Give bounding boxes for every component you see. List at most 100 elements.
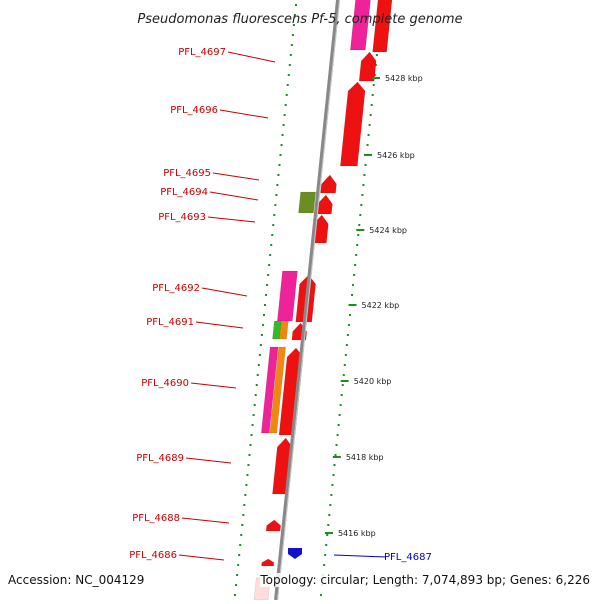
track-dot bbox=[273, 214, 276, 216]
track-dot bbox=[270, 244, 273, 246]
track-dot bbox=[328, 514, 331, 516]
track-dot bbox=[342, 374, 345, 376]
track-dot bbox=[325, 544, 328, 546]
scale-tick-label: 5424 kbp bbox=[369, 226, 407, 235]
gene-label[interactable]: PFL_4686 bbox=[129, 550, 177, 561]
track-dot bbox=[345, 344, 348, 346]
scale-tick-label: 5416 kbp bbox=[338, 529, 376, 538]
gene-label-leader bbox=[207, 216, 256, 223]
gene-arrow-red[interactable] bbox=[358, 51, 377, 82]
gene-block-orange[interactable] bbox=[269, 346, 286, 434]
track-dot bbox=[334, 454, 337, 456]
track-dot bbox=[352, 284, 355, 286]
track-dot bbox=[279, 154, 282, 156]
track-dot bbox=[283, 114, 286, 116]
track-dot bbox=[271, 234, 274, 236]
gene-label-leader bbox=[212, 172, 260, 181]
gene-label[interactable]: PFL_4687 bbox=[384, 552, 432, 563]
gene-label[interactable]: PFL_4693 bbox=[158, 212, 206, 223]
track-dot bbox=[266, 284, 269, 286]
track-dot bbox=[241, 524, 244, 526]
track-dot bbox=[258, 354, 261, 356]
gene-label[interactable]: PFL_4694 bbox=[160, 187, 208, 198]
gene-block-olive[interactable] bbox=[298, 191, 316, 214]
track-dot bbox=[348, 314, 351, 316]
track-dot bbox=[286, 84, 289, 86]
track-dot bbox=[237, 564, 240, 566]
track-dot bbox=[364, 164, 367, 166]
track-dot bbox=[346, 334, 349, 336]
scale-tick-label: 5418 kbp bbox=[346, 453, 384, 462]
track-dot bbox=[293, 14, 296, 16]
topology-stats-text: Topology: circular; Length: 7,074,893 bp… bbox=[260, 573, 590, 587]
gene-label-leader bbox=[201, 287, 248, 297]
track-dot bbox=[333, 464, 336, 466]
scale-ticks: 5428 kbp 5426 kbp 5424 kbp 5422 kbp 5420 kbp… bbox=[324, 74, 423, 538]
gene-label[interactable]: PFL_4691 bbox=[146, 317, 194, 328]
gene-label-leader bbox=[195, 321, 244, 329]
track-dot bbox=[320, 594, 323, 596]
track-dot bbox=[281, 134, 284, 136]
track-dot bbox=[289, 54, 292, 56]
track-dot bbox=[371, 94, 374, 96]
track-dot bbox=[282, 124, 285, 126]
scale-tick-label: 5426 kbp bbox=[377, 151, 415, 160]
track-dot bbox=[323, 564, 326, 566]
track-dot bbox=[287, 74, 290, 76]
gene-block-pink[interactable] bbox=[350, 0, 371, 51]
genome-title: Pseudomonas fluorescens Pf-5, complete g… bbox=[137, 12, 462, 27]
track-dot bbox=[355, 254, 358, 256]
gene-label[interactable]: PFL_4697 bbox=[178, 47, 226, 58]
gene-block-orange[interactable] bbox=[279, 320, 289, 340]
gene-arrow-red[interactable] bbox=[261, 558, 275, 567]
scale-tick-label: 5428 kbp bbox=[385, 74, 423, 83]
track-dot bbox=[276, 184, 279, 186]
gene-label-leader bbox=[190, 382, 237, 389]
track-dot bbox=[291, 34, 294, 36]
track-dot bbox=[254, 394, 257, 396]
track-dot bbox=[240, 534, 243, 536]
track-dot bbox=[235, 584, 238, 586]
track-dot bbox=[275, 194, 278, 196]
gene-label[interactable]: PFL_4692 bbox=[152, 283, 200, 294]
track-dot bbox=[251, 424, 254, 426]
track-dot bbox=[329, 504, 332, 506]
track-dot bbox=[267, 274, 270, 276]
gene-label[interactable]: PFL_4690 bbox=[141, 378, 189, 389]
gene-arrow-red[interactable] bbox=[320, 174, 337, 194]
track-dot bbox=[245, 484, 248, 486]
gene-arrow-blue[interactable] bbox=[288, 548, 302, 559]
track-dot bbox=[238, 554, 241, 556]
gene-label[interactable]: PFL_4695 bbox=[163, 168, 211, 179]
track-dot bbox=[247, 464, 250, 466]
track-dot bbox=[253, 404, 256, 406]
gene-block-pink[interactable] bbox=[277, 270, 298, 322]
track-dot bbox=[248, 454, 251, 456]
track-dot bbox=[343, 364, 346, 366]
gene-block-pink[interactable] bbox=[260, 346, 279, 434]
track-dot bbox=[367, 134, 370, 136]
scale-tick-label: 5420 kbp bbox=[354, 377, 392, 386]
track-dot bbox=[284, 104, 287, 106]
gene-arrow-red[interactable] bbox=[265, 519, 281, 532]
gene-arrow-red[interactable] bbox=[340, 81, 366, 167]
track-dot bbox=[260, 334, 263, 336]
gene-label[interactable]: PFL_4688 bbox=[132, 513, 180, 524]
track-dot bbox=[337, 424, 340, 426]
gene-arrow-red[interactable] bbox=[372, 0, 393, 53]
gene-label[interactable]: PFL_4696 bbox=[170, 105, 218, 116]
track-dot bbox=[361, 194, 364, 196]
track-dot bbox=[366, 144, 369, 146]
track-dot bbox=[375, 54, 378, 56]
track-dot bbox=[331, 484, 334, 486]
track-dot bbox=[353, 274, 356, 276]
track-dot bbox=[351, 294, 354, 296]
track-dot bbox=[256, 374, 259, 376]
track-dot bbox=[280, 144, 283, 146]
gene-label[interactable]: PFL_4689 bbox=[136, 453, 184, 464]
track-dot bbox=[335, 444, 338, 446]
track-dot bbox=[295, 4, 297, 6]
track-dot bbox=[336, 434, 339, 436]
